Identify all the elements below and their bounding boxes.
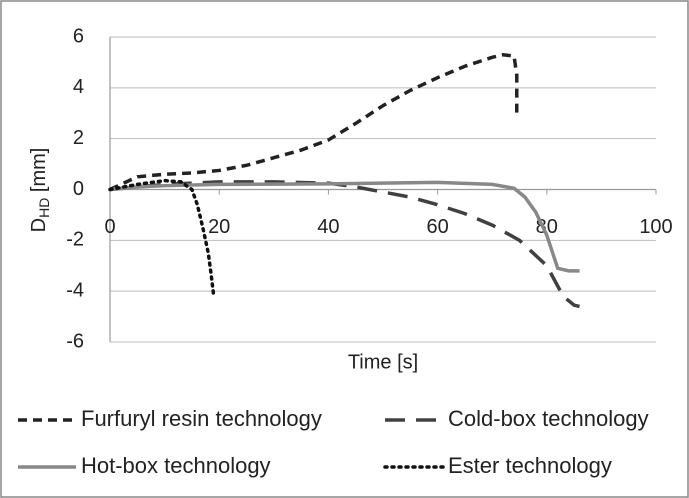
y-tick-label: -2 <box>66 229 84 251</box>
series-line <box>108 178 216 298</box>
series-line <box>109 53 519 192</box>
legend-label: Hot-box technology <box>81 453 271 478</box>
y-tick-label: -4 <box>66 279 84 301</box>
x-tick-label: 60 <box>426 216 448 238</box>
y-label-sub: HD <box>36 198 52 218</box>
y-axis-label: DHD [mm] <box>28 148 51 233</box>
y-label-main: D <box>28 218 50 232</box>
x-tick-label: 40 <box>317 216 339 238</box>
series-line <box>109 180 580 309</box>
y-tick-label: 4 <box>73 76 84 98</box>
y-tick-label: 2 <box>73 127 84 149</box>
x-tick-label: 100 <box>639 216 672 238</box>
legend-label: Ester technology <box>448 453 612 478</box>
y-tick-label: -6 <box>66 330 84 352</box>
y-tick-label: 0 <box>73 178 84 200</box>
legend-label: Cold-box technology <box>448 406 649 431</box>
legend-label: Furfuryl resin technology <box>81 406 322 431</box>
x-axis-label: Time [s] <box>348 351 418 373</box>
y-label-unit: [mm] <box>28 148 50 198</box>
x-tick-label: 0 <box>104 216 115 238</box>
series-line <box>109 180 580 273</box>
x-tick-label: 20 <box>208 216 230 238</box>
y-tick-label: 6 <box>73 25 84 47</box>
